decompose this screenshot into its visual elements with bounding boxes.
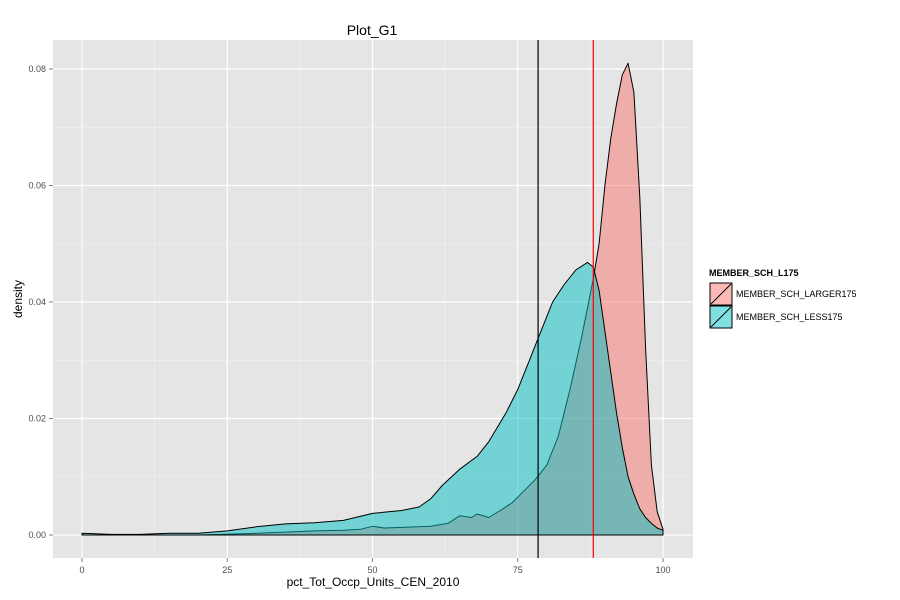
legend-item: MEMBER_SCH_LARGER175 — [709, 282, 857, 306]
x-axis-label: pct_Tot_Occp_Units_CEN_2010 — [287, 575, 460, 589]
x-tick-label: 100 — [655, 565, 670, 575]
y-tick-label: 0.06 — [28, 181, 46, 191]
y-axis-ticks: 0.00 0.02 0.04 0.06 0.08 — [28, 64, 53, 540]
y-tick-label: 0.04 — [28, 297, 46, 307]
y-tick-label: 0.02 — [28, 414, 46, 424]
legend: MEMBER_SCH_L175 MEMBER_SCH_LARGER175MEMB… — [709, 268, 857, 329]
legend-label: MEMBER_SCH_LARGER175 — [736, 289, 857, 299]
legend-key-slash — [710, 306, 732, 328]
x-axis-ticks: 0 25 50 75 100 — [79, 558, 671, 575]
x-tick-label: 75 — [513, 565, 523, 575]
x-tick-label: 0 — [79, 565, 84, 575]
y-axis-label: density — [11, 280, 25, 318]
x-tick-label: 50 — [367, 565, 377, 575]
legend-item: MEMBER_SCH_LESS175 — [709, 305, 843, 329]
density-areas — [81, 62, 664, 536]
x-tick-label: 25 — [222, 565, 232, 575]
legend-label: MEMBER_SCH_LESS175 — [736, 312, 843, 322]
legend-key-slash — [710, 283, 732, 305]
legend-items: MEMBER_SCH_LARGER175 MEMBER_SCH_LESS175 — [709, 282, 857, 329]
reference-lines — [537, 40, 594, 558]
legend-title: MEMBER_SCH_L175 — [709, 268, 799, 278]
y-tick-label: 0.00 — [28, 530, 46, 540]
chart-title: Plot_G1 — [347, 22, 398, 38]
y-tick-label: 0.08 — [28, 64, 46, 74]
density-area-less175 — [81, 261, 664, 536]
